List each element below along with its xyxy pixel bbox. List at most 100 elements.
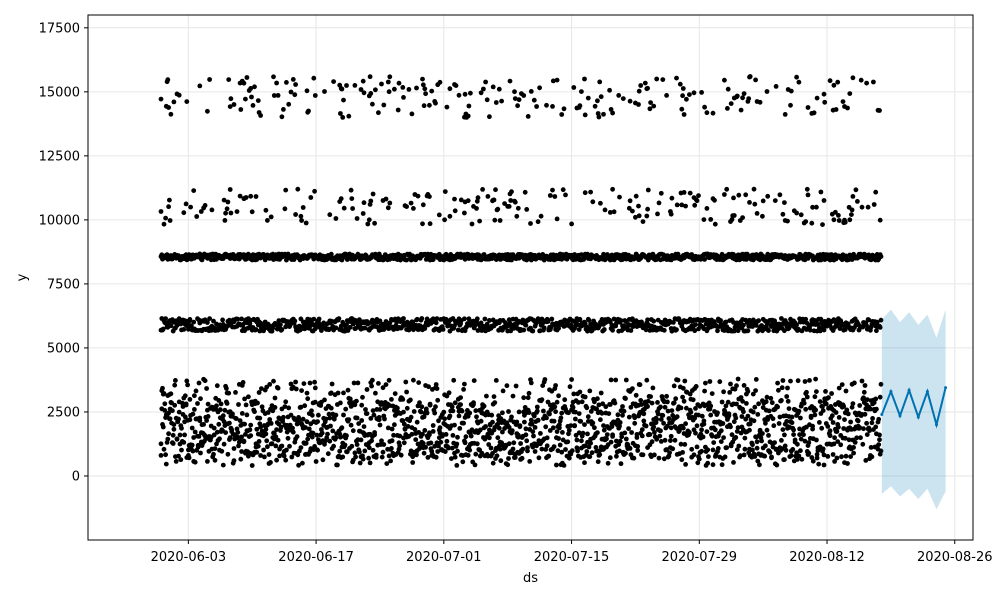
observed-point: [657, 433, 663, 439]
observed-point: [729, 217, 735, 222]
observed-point: [782, 432, 787, 438]
observed-point: [754, 445, 760, 451]
observed-point: [709, 433, 715, 439]
observed-point: [198, 209, 204, 214]
observed-point: [167, 218, 173, 223]
observed-point: [604, 436, 609, 442]
observed-point: [751, 186, 757, 192]
observed-point: [752, 201, 758, 207]
observed-point: [861, 426, 866, 432]
observed-point: [771, 423, 777, 429]
observed-point: [404, 204, 409, 210]
observed-point: [734, 429, 740, 434]
observed-point: [688, 409, 694, 415]
observed-point: [450, 433, 456, 438]
observed-point: [670, 446, 676, 452]
observed-point: [366, 455, 371, 461]
observed-point: [220, 413, 226, 419]
observed-point: [821, 91, 827, 97]
observed-point: [496, 86, 502, 92]
observed-point: [278, 322, 283, 328]
observed-point: [187, 417, 193, 423]
observed-point: [808, 413, 814, 419]
observed-point: [158, 441, 164, 447]
observed-point: [696, 326, 701, 332]
observed-point: [230, 411, 235, 417]
observed-point: [265, 444, 270, 450]
observed-point: [459, 408, 465, 414]
observed-point: [728, 381, 733, 387]
observed-point: [192, 393, 197, 399]
observed-point: [694, 423, 700, 429]
observed-point: [597, 79, 603, 85]
observed-point: [191, 188, 197, 194]
observed-point: [274, 80, 279, 86]
observed-point: [267, 382, 273, 387]
observed-point: [785, 218, 790, 224]
observed-point: [298, 445, 304, 450]
observed-point: [654, 417, 660, 422]
observed-point: [651, 424, 657, 430]
observed-point: [722, 409, 728, 415]
observed-point: [441, 257, 447, 263]
observed-point: [874, 406, 879, 412]
observed-point: [722, 192, 727, 197]
observed-point: [595, 430, 600, 435]
observed-point: [693, 384, 699, 389]
observed-point: [582, 112, 588, 118]
observed-point: [525, 395, 531, 401]
observed-point: [379, 454, 385, 460]
observed-point: [795, 441, 800, 447]
observed-point: [745, 413, 751, 419]
observed-point: [539, 397, 545, 402]
observed-point: [553, 383, 558, 388]
observed-point: [324, 435, 330, 441]
observed-point: [221, 197, 227, 203]
observed-point: [306, 108, 311, 114]
observed-point: [842, 435, 848, 441]
x-tick-label: 2020-07-29: [662, 550, 738, 565]
observed-point: [217, 407, 223, 413]
observed-point: [753, 323, 759, 328]
observed-point: [359, 402, 365, 408]
observed-point: [473, 451, 479, 457]
observed-point: [762, 453, 768, 459]
observed-point: [877, 432, 882, 438]
observed-point: [528, 89, 534, 94]
observed-point: [721, 389, 726, 395]
observed-point: [877, 217, 883, 223]
observed-point: [316, 412, 321, 418]
observed-point: [710, 462, 716, 468]
observed-point: [350, 206, 355, 211]
observed-point: [747, 421, 753, 427]
observed-point: [827, 78, 833, 84]
observed-point: [842, 417, 847, 422]
observed-point: [876, 416, 882, 422]
observed-point: [300, 460, 305, 466]
observed-point: [755, 458, 761, 464]
observed-point: [473, 408, 479, 414]
observed-point: [441, 409, 447, 415]
observed-point: [836, 218, 842, 223]
observed-point: [449, 445, 455, 451]
observed-point: [427, 221, 433, 227]
observed-point: [409, 111, 415, 117]
observed-point: [650, 385, 656, 391]
observed-point: [218, 401, 224, 407]
observed-point: [447, 86, 453, 92]
observed-point: [712, 427, 718, 433]
observed-point: [370, 447, 376, 453]
observed-point: [782, 443, 788, 449]
observed-point: [831, 441, 837, 447]
observed-point: [553, 409, 558, 415]
observed-point: [807, 378, 812, 383]
observed-point: [696, 412, 701, 418]
observed-point: [356, 421, 362, 426]
observed-point: [775, 404, 780, 410]
observed-point: [244, 75, 250, 80]
observed-point: [383, 196, 389, 202]
observed-point: [193, 388, 199, 394]
observed-point: [452, 422, 457, 428]
observed-point: [802, 438, 808, 444]
observed-point: [293, 82, 298, 87]
